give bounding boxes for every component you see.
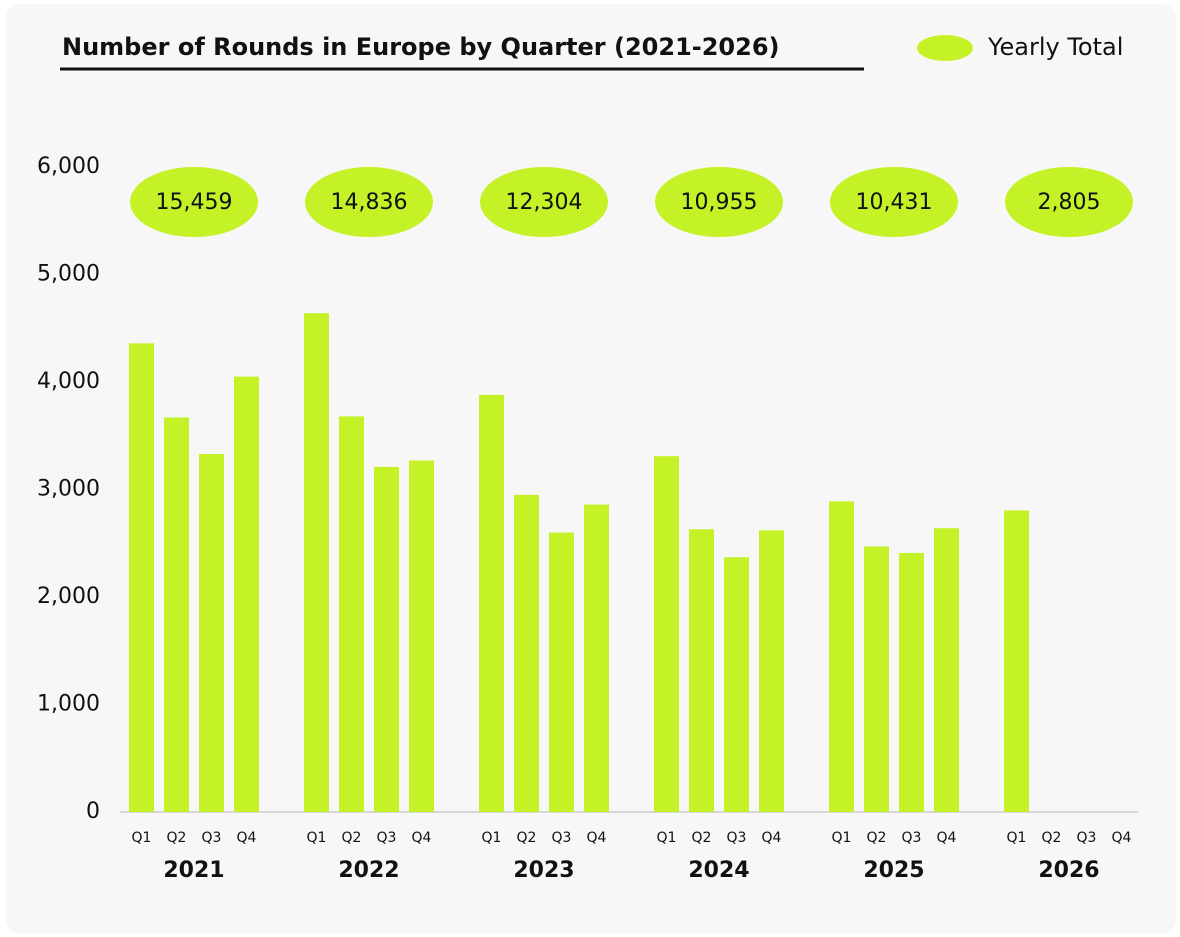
- x-tick-label: Q4: [937, 830, 957, 846]
- x-tick-label: Q4: [587, 830, 607, 846]
- group-label: 2022: [338, 858, 399, 883]
- total-bubble: [1005, 167, 1133, 237]
- bar: [934, 528, 959, 812]
- total-label: 12,304: [506, 190, 583, 215]
- bar: [759, 530, 784, 812]
- x-tick-label: Q1: [307, 830, 327, 846]
- total-bubble: [480, 167, 608, 237]
- x-tick-label: Q3: [552, 830, 572, 846]
- total-label: 2,805: [1038, 190, 1101, 215]
- x-tick-label: Q2: [1042, 830, 1062, 846]
- y-tick-label: 1,000: [37, 692, 100, 717]
- bar: [864, 546, 889, 812]
- total-label: 15,459: [156, 190, 233, 215]
- bar: [339, 416, 364, 812]
- x-tick-label: Q3: [1077, 830, 1097, 846]
- x-tick-label: Q4: [237, 830, 257, 846]
- group-label: 2024: [688, 858, 749, 883]
- x-tick-label: Q2: [867, 830, 887, 846]
- group-label: 2025: [863, 858, 924, 883]
- bar: [409, 460, 434, 812]
- bar: [899, 552, 924, 812]
- x-tick-label: Q4: [1112, 830, 1132, 846]
- bar: [584, 504, 609, 812]
- total-bubble: [305, 167, 433, 237]
- y-tick-label: 3,000: [37, 477, 100, 502]
- bar: [514, 494, 539, 812]
- x-tick-label: Q2: [517, 830, 537, 846]
- y-tick-label: 4,000: [37, 369, 100, 394]
- x-tick-label: Q1: [657, 830, 677, 846]
- y-tick-label: 0: [86, 799, 100, 824]
- x-tick-label: Q3: [902, 830, 922, 846]
- bar: [234, 376, 259, 812]
- bar: [304, 313, 329, 812]
- x-tick-label: Q1: [482, 830, 502, 846]
- x-tick-label: Q1: [832, 830, 852, 846]
- x-tick-label: Q3: [377, 830, 397, 846]
- total-bubble: [655, 167, 783, 237]
- y-tick-label: 6,000: [37, 154, 100, 179]
- x-tick-label: Q1: [1007, 830, 1027, 846]
- group-label: 2026: [1038, 858, 1099, 883]
- bar: [164, 417, 189, 812]
- x-tick-label: Q2: [167, 830, 187, 846]
- bar: [549, 532, 574, 812]
- y-tick-label: 5,000: [37, 262, 100, 287]
- bar: [1004, 510, 1029, 812]
- x-tick-label: Q3: [727, 830, 747, 846]
- x-tick-label: Q1: [132, 830, 152, 846]
- bar: [129, 343, 154, 812]
- bar: [479, 394, 504, 812]
- total-label: 10,955: [681, 190, 758, 215]
- x-tick-label: Q4: [762, 830, 782, 846]
- legend-swatch: [917, 35, 973, 61]
- legend-label: Yearly Total: [987, 33, 1123, 61]
- bar: [689, 529, 714, 812]
- group-label: 2023: [513, 858, 574, 883]
- x-tick-label: Q3: [202, 830, 222, 846]
- total-bubble: [130, 167, 258, 237]
- bar: [829, 501, 854, 812]
- x-tick-label: Q4: [412, 830, 432, 846]
- total-label: 10,431: [856, 190, 933, 215]
- bar: [724, 557, 749, 812]
- bar: [199, 454, 224, 812]
- total-label: 14,836: [331, 190, 408, 215]
- x-tick-label: Q2: [692, 830, 712, 846]
- x-tick-label: Q2: [342, 830, 362, 846]
- bar: [654, 456, 679, 812]
- y-tick-label: 2,000: [37, 584, 100, 609]
- bar: [374, 466, 399, 812]
- chart-title: Number of Rounds in Europe by Quarter (2…: [62, 33, 780, 61]
- total-bubble: [830, 167, 958, 237]
- group-label: 2021: [163, 858, 224, 883]
